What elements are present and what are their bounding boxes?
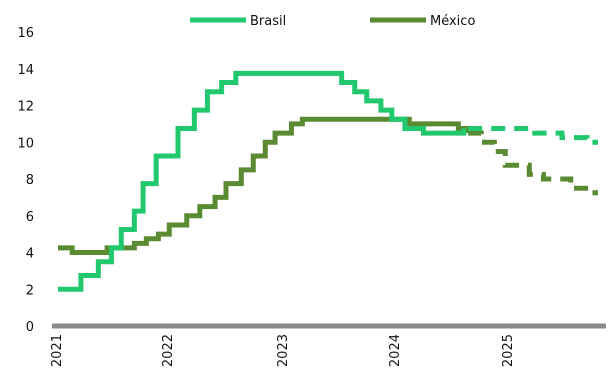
series-forecast-mexico [468, 130, 598, 196]
x-tick-label: 2024 [388, 334, 403, 367]
y-tick-label: 0 [26, 320, 34, 335]
x-tick-label: 2025 [501, 334, 516, 367]
y-tick-label: 14 [17, 63, 34, 78]
series-line-brasil [58, 70, 467, 292]
series-layer [58, 70, 598, 292]
y-tick-label: 2 [26, 283, 34, 298]
y-tick-label: 8 [26, 173, 34, 188]
series-forecast-brasil [468, 125, 598, 145]
y-tick-label: 16 [17, 26, 34, 41]
legend-label-brasil: Brasil [250, 14, 286, 29]
series-line-mexico [58, 116, 471, 255]
x-tick-label: 2021 [50, 334, 65, 367]
x-tick-label: 2022 [161, 334, 176, 367]
y-axis-tick-labels: 0 2 4 6 8 10 12 14 16 [17, 26, 34, 335]
y-tick-label: 10 [17, 136, 34, 151]
legend: Brasil México [190, 14, 475, 29]
x-tick-label: 2023 [276, 334, 291, 367]
legend-label-mexico: México [430, 14, 475, 29]
x-axis-tick-labels: 2021 2022 2023 2024 2025 [50, 334, 516, 367]
y-tick-label: 4 [26, 247, 34, 262]
y-tick-label: 12 [17, 100, 34, 115]
y-tick-label: 6 [26, 210, 34, 225]
